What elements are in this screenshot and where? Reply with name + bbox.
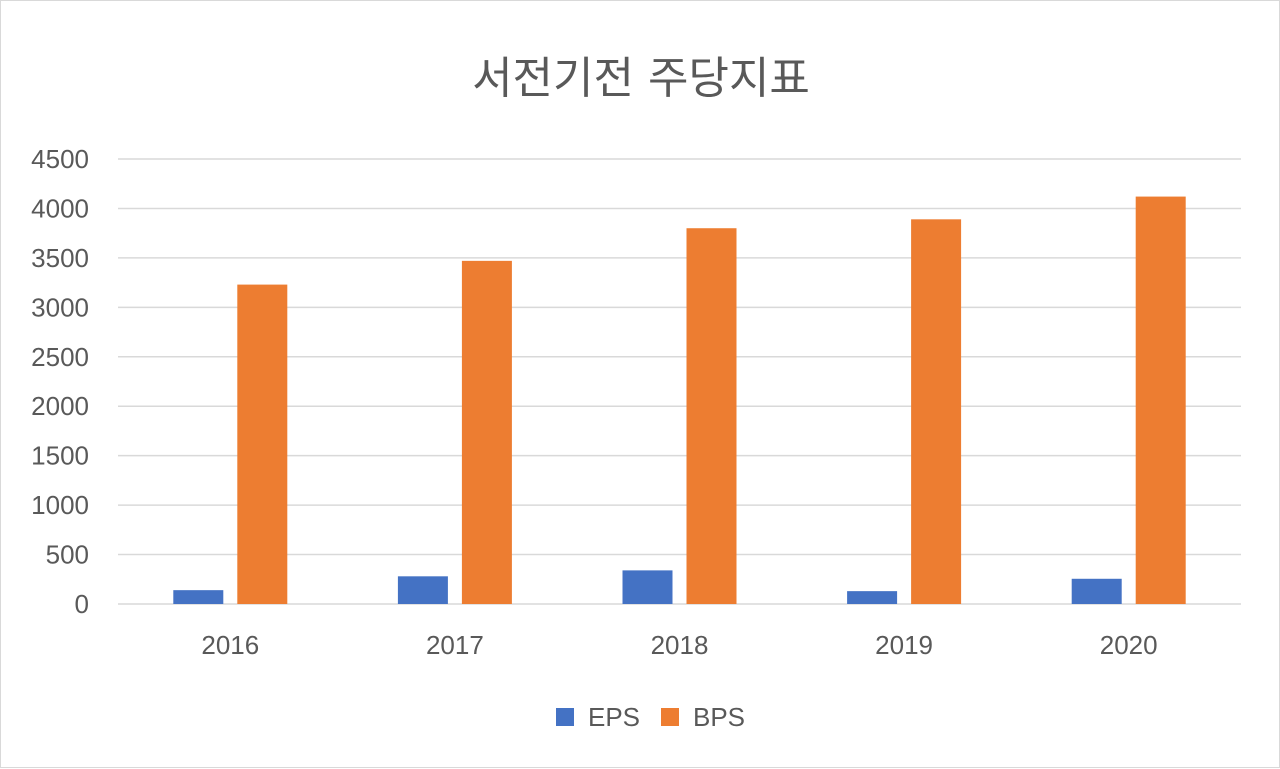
x-tick-label: 2018	[651, 630, 709, 660]
x-tick-label: 2017	[426, 630, 484, 660]
legend-label-bps: BPS	[693, 702, 745, 732]
y-tick-label: 4500	[31, 144, 89, 174]
y-tick-label: 1500	[31, 441, 89, 471]
legend-swatch-bps	[661, 708, 679, 726]
bar-eps-2020	[1071, 578, 1122, 604]
bar-eps-2018	[622, 570, 673, 604]
x-tick-label: 2016	[201, 630, 259, 660]
y-tick-label: 2000	[31, 391, 89, 421]
x-tick-label: 2020	[1100, 630, 1158, 660]
bars	[173, 196, 1186, 605]
x-axis-tick-labels: 2016 2017 2018 2019 2020	[201, 630, 1157, 660]
y-tick-label: 3000	[31, 292, 89, 322]
gridlines	[118, 158, 1241, 605]
bar-bps-2019	[911, 219, 962, 605]
bar-bps-2020	[1135, 196, 1186, 605]
bar-eps-2019	[847, 591, 898, 604]
bar-bps-2016	[237, 284, 288, 604]
bar-eps-2017	[397, 576, 448, 604]
chart-title: 서전기전 주당지표	[472, 53, 810, 104]
y-tick-label: 3500	[31, 243, 89, 273]
bar-eps-2016	[173, 590, 224, 604]
x-tick-label: 2019	[875, 630, 933, 660]
y-tick-label: 1000	[31, 490, 89, 520]
legend-swatch-eps	[556, 708, 574, 726]
y-tick-label: 2500	[31, 342, 89, 372]
legend: EPS BPS	[556, 702, 745, 732]
bar-bps-2018	[686, 228, 737, 604]
y-tick-label: 0	[75, 589, 89, 619]
legend-label-eps: EPS	[588, 702, 640, 732]
y-axis-tick-labels: 0 500 1000 1500 2000 2500 3000 3500 4000 4500	[31, 144, 89, 619]
y-tick-label: 4000	[31, 193, 89, 223]
y-tick-label: 500	[46, 540, 89, 570]
bar-bps-2017	[461, 260, 512, 604]
